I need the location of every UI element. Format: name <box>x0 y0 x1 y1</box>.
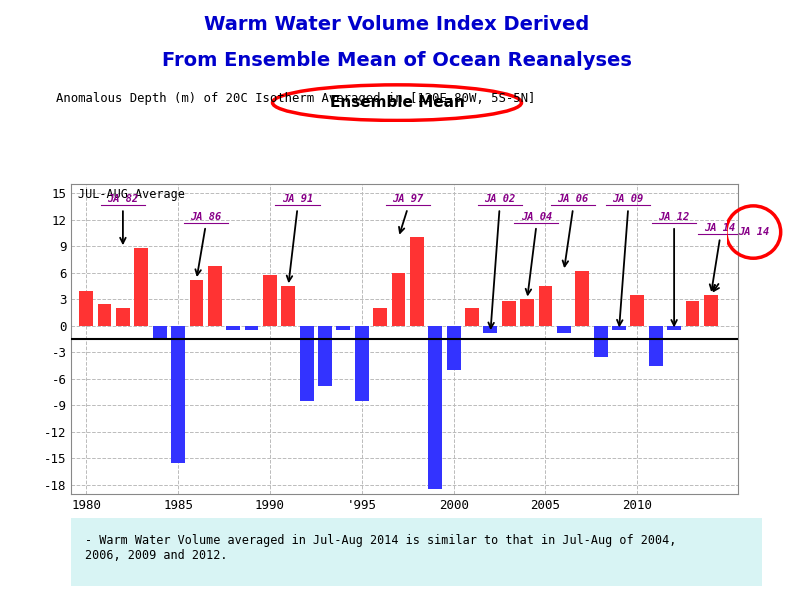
Text: JA 14: JA 14 <box>738 227 769 237</box>
Text: JA 02: JA 02 <box>484 194 515 204</box>
Bar <box>245 326 258 330</box>
Bar <box>685 301 700 326</box>
Bar <box>484 326 497 333</box>
Text: JA 91: JA 91 <box>282 194 313 204</box>
Bar <box>98 304 111 326</box>
Bar <box>152 326 167 339</box>
Bar <box>465 308 479 326</box>
Text: JA 97: JA 97 <box>392 194 423 204</box>
Bar <box>630 295 644 326</box>
Text: Warm Water Volume Index Derived: Warm Water Volume Index Derived <box>204 15 590 34</box>
Bar <box>263 275 277 326</box>
Bar <box>373 308 387 326</box>
Bar <box>318 326 332 386</box>
Text: Anomalous Depth (m) of 20C Isotherm Averaged in [120E-80W, 5S-5N]: Anomalous Depth (m) of 20C Isotherm Aver… <box>56 92 535 105</box>
Bar <box>172 326 185 463</box>
Bar <box>208 266 222 326</box>
Bar <box>594 326 607 357</box>
Text: Ensemble Mean: Ensemble Mean <box>330 95 464 110</box>
Text: JA 82: JA 82 <box>107 194 138 204</box>
Text: JA 86: JA 86 <box>190 212 222 221</box>
Bar <box>281 286 295 326</box>
Text: JA 06: JA 06 <box>557 194 588 204</box>
Bar <box>667 326 681 330</box>
Bar <box>226 326 240 330</box>
Bar <box>79 290 93 326</box>
Text: JA 14: JA 14 <box>704 223 736 233</box>
Text: - Warm Water Volume averaged in Jul-Aug 2014 is similar to that in Jul-Aug of 20: - Warm Water Volume averaged in Jul-Aug … <box>85 534 676 562</box>
Bar <box>704 295 718 326</box>
Bar <box>190 280 203 326</box>
Bar <box>337 326 350 330</box>
Text: JA 12: JA 12 <box>658 212 690 221</box>
FancyBboxPatch shape <box>71 518 762 586</box>
Bar <box>410 237 424 326</box>
Bar <box>576 271 589 326</box>
Bar <box>557 326 571 333</box>
Bar <box>134 248 148 326</box>
Bar <box>649 326 663 366</box>
Bar <box>429 326 442 490</box>
Bar <box>612 326 626 330</box>
Bar <box>116 308 129 326</box>
Bar <box>520 299 534 326</box>
Text: JUL-AUG Average: JUL-AUG Average <box>78 187 185 201</box>
Text: JA 04: JA 04 <box>521 212 552 221</box>
Bar <box>447 326 461 370</box>
Bar <box>355 326 368 401</box>
Bar <box>502 301 515 326</box>
Bar <box>391 273 406 326</box>
Text: JA 09: JA 09 <box>612 194 644 204</box>
Text: From Ensemble Mean of Ocean Reanalyses: From Ensemble Mean of Ocean Reanalyses <box>162 51 632 70</box>
Bar <box>300 326 314 401</box>
Bar <box>538 286 553 326</box>
